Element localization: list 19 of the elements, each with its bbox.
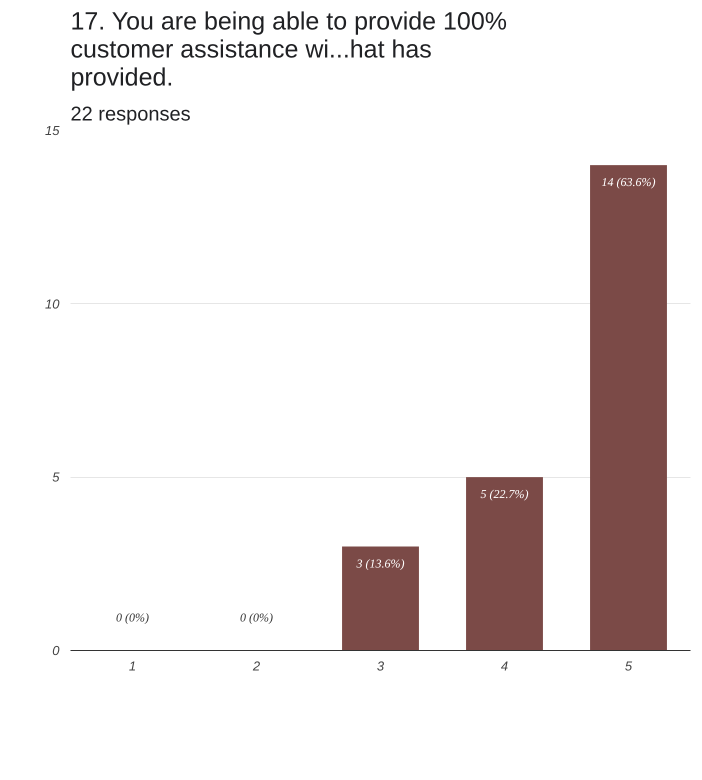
y-tick-label: 15 (45, 123, 60, 138)
chart-subtitle: 22 responses (70, 104, 191, 126)
x-tick-label: 4 (500, 658, 508, 674)
x-tick-label: 5 (624, 658, 633, 674)
data-label: 0 (0%) (240, 610, 274, 624)
bar (466, 477, 543, 650)
x-tick-label: 3 (376, 658, 385, 674)
data-label: 0 (0%) (116, 610, 150, 624)
bar (590, 165, 667, 650)
bar (342, 546, 419, 650)
y-tick-label: 5 (52, 470, 60, 485)
y-tick-label: 0 (52, 643, 60, 658)
x-tick-label: 1 (128, 658, 136, 674)
data-label: 14 (63.6%) (602, 175, 656, 190)
x-tick-label: 2 (252, 658, 261, 674)
data-label: 3 (13.6%) (356, 556, 405, 570)
data-label: 5 (22.7%) (480, 487, 529, 502)
chart-title: 17. You are being able to provide 100% customer assistance wi...hat has provided. (70, 8, 507, 92)
y-tick-label: 10 (45, 296, 60, 312)
